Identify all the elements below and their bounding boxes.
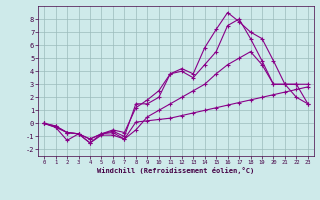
X-axis label: Windchill (Refroidissement éolien,°C): Windchill (Refroidissement éolien,°C)	[97, 167, 255, 174]
